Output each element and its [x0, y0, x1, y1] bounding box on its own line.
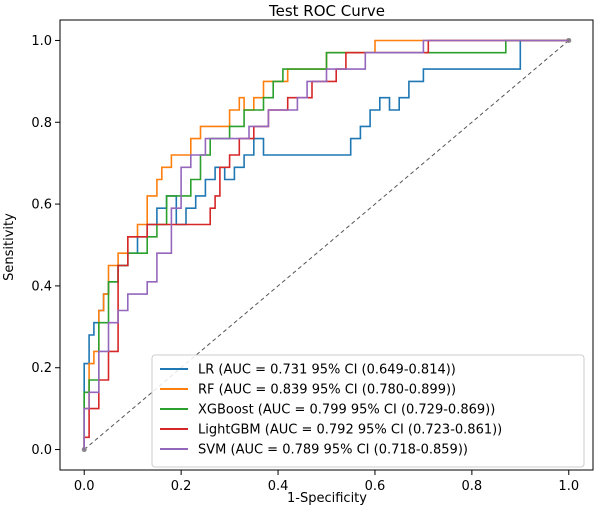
x-tick-label: 0.2 — [171, 479, 192, 494]
series-line-2 — [83, 39, 569, 450]
y-axis-label: Sensitivity — [2, 213, 17, 281]
legend-label-0: LR (AUC = 0.731 95% CI (0.649-0.814)) — [198, 363, 456, 378]
y-tick-label: 0.8 — [31, 116, 52, 131]
y-tick-label: 0.2 — [31, 361, 52, 376]
legend-label-2: XGBoost (AUC = 0.799 95% CI (0.729-0.869… — [198, 403, 495, 418]
y-tick-label: 1.0 — [31, 34, 52, 49]
x-tick-label: 1.0 — [558, 479, 579, 494]
y-tick-label: 0.6 — [31, 198, 52, 213]
legend: LR (AUC = 0.731 95% CI (0.649-0.814)) RF … — [151, 354, 585, 468]
series-line-1 — [83, 39, 569, 450]
plot-area: 0.0 0.2 0.4 0.6 0.8 1.0 0.0 0.2 0.4 0.6 0.8 1.0 LR (… — [31, 19, 594, 494]
x-tick-label: 0.0 — [74, 479, 95, 494]
x-tick-label: 0.8 — [462, 479, 483, 494]
y-tick-label: 0.0 — [31, 443, 52, 458]
plot-frame — [59, 19, 594, 471]
chart-title: Test ROC Curve — [268, 2, 385, 20]
x-tick-label: 0.6 — [365, 479, 386, 494]
legend-label-3: LightGBM (AUC = 0.792 95% CI (0.723-0.86… — [198, 423, 502, 438]
series-line-4 — [83, 39, 569, 450]
legend-label-1: RF (AUC = 0.839 95% CI (0.780-0.899)) — [198, 383, 456, 398]
x-axis-label: 1-Specificity — [287, 491, 367, 506]
diagonal-start-marker — [81, 447, 87, 453]
y-tick-label: 0.4 — [31, 279, 52, 294]
legend-box — [151, 354, 585, 468]
x-tick-label: 0.4 — [268, 479, 289, 494]
legend-label-4: SVM (AUC = 0.789 95% CI (0.718-0.859)) — [198, 443, 468, 458]
